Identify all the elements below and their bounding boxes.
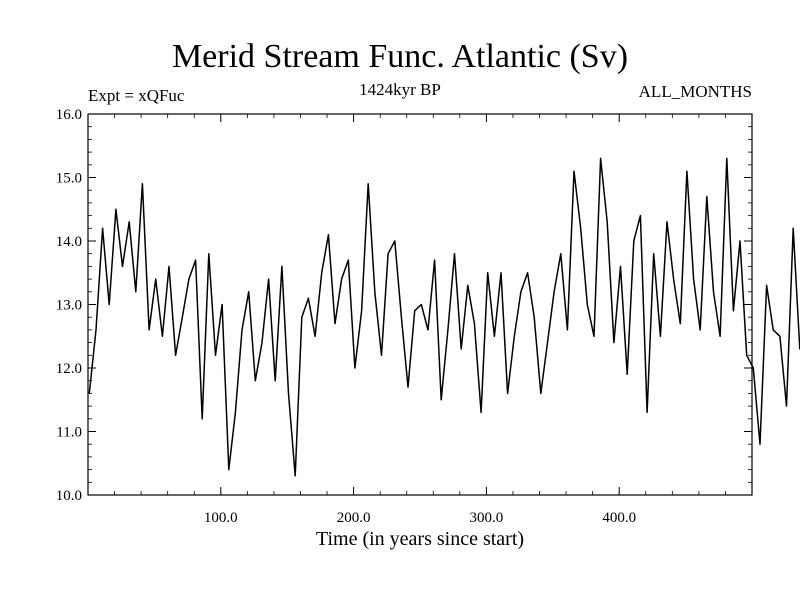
y-tick-label: 14.0: [56, 234, 82, 250]
y-tick-label: 13.0: [56, 298, 82, 314]
x-tick-label: 200.0: [337, 510, 371, 526]
y-tick-label: 15.0: [56, 171, 82, 187]
x-tick-label: 300.0: [470, 510, 504, 526]
y-tick-label: 11.0: [56, 425, 82, 441]
plot-frame: [87, 113, 753, 496]
y-tick-label: 12.0: [56, 361, 82, 377]
period-label: 1424kyr BP: [359, 80, 441, 99]
experiment-label: Expt = xQFuc: [88, 86, 185, 105]
months-label: ALL_MONTHS: [638, 82, 752, 101]
x-tick-label: 400.0: [602, 510, 636, 526]
y-tick-label: 10.0: [56, 488, 82, 504]
y-tick-label: 16.0: [56, 107, 82, 123]
chart-title: Merid Stream Func. Atlantic (Sv): [171, 38, 629, 75]
x-axis-label: Time (in years since start): [315, 528, 525, 550]
series-line: [88, 157, 800, 477]
x-tick-label: 100.0: [204, 510, 238, 526]
